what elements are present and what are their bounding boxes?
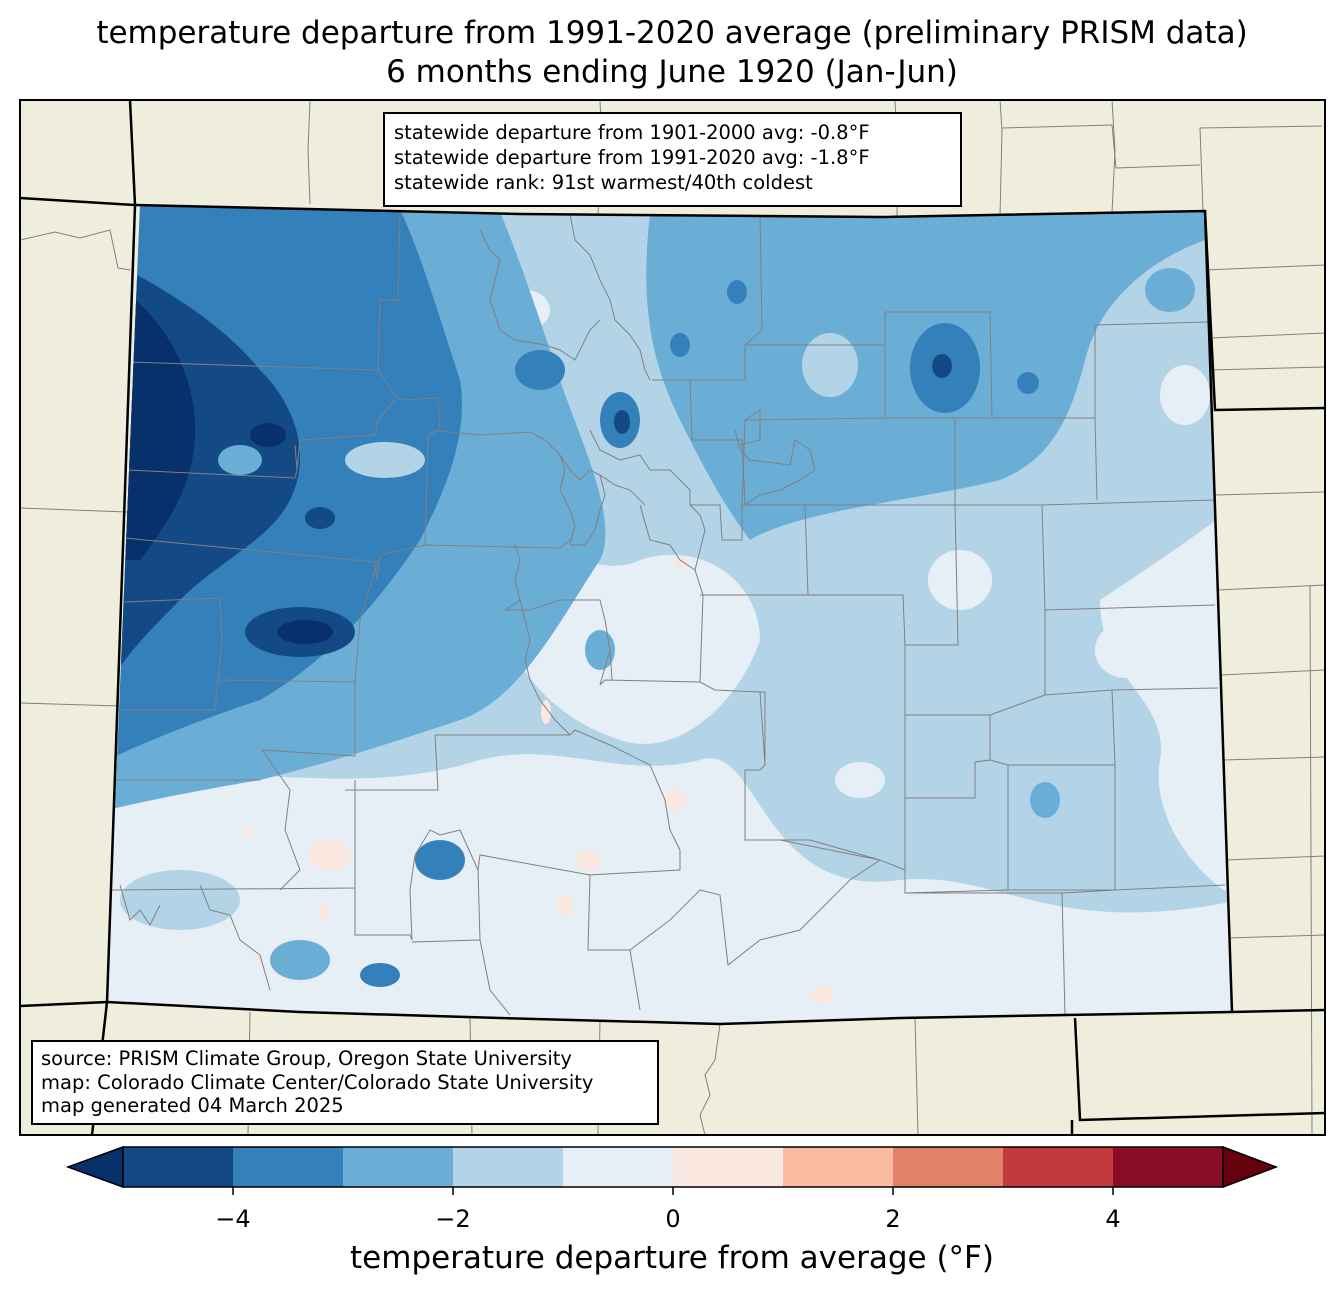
stats-line-rank: statewide rank: 91st warmest/40th coldes… xyxy=(394,171,813,194)
colorbar-tick-label: 4 xyxy=(1105,1205,1121,1233)
map-subtitle: 6 months ending June 1920 (Jan-Jun) xyxy=(386,54,958,90)
map-credit-line: map: Colorado Climate Center/Colorado St… xyxy=(41,1070,594,1094)
temperature-field xyxy=(107,206,1232,1024)
colorbar-bin xyxy=(1003,1147,1113,1187)
colorbar-tick-label: −4 xyxy=(215,1205,251,1233)
source-line: source: PRISM Climate Group, Oregon Stat… xyxy=(41,1047,572,1070)
colorbar xyxy=(65,1145,1279,1195)
colorbar-bin xyxy=(343,1147,453,1187)
colorbar-tick-label: 2 xyxy=(885,1205,901,1233)
colorbar-bin xyxy=(893,1147,1003,1187)
colorbar-extend-low xyxy=(65,1145,124,1189)
colorbar-tick-label: −2 xyxy=(435,1205,471,1233)
colorbar-bin xyxy=(233,1147,343,1187)
map-title: temperature departure from 1991-2020 ave… xyxy=(96,15,1248,51)
colorbar-bin xyxy=(563,1147,673,1187)
county-lines xyxy=(107,209,1226,1016)
generated-date-line: map generated 04 March 2025 xyxy=(41,1094,344,1117)
colorbar-bin xyxy=(783,1147,893,1187)
colorbar-bin xyxy=(453,1147,563,1187)
stats-line-1901-2000: statewide departure from 1901-2000 avg: … xyxy=(394,121,870,144)
colorbar-label: temperature departure from average (°F) xyxy=(350,1240,994,1276)
statewide-stats-box: statewide departure from 1901-2000 avg: … xyxy=(383,112,962,207)
colorbar-bin xyxy=(123,1147,233,1187)
colorbar-bin xyxy=(673,1147,783,1187)
source-box: source: PRISM Climate Group, Oregon Stat… xyxy=(31,1040,659,1125)
map-frame xyxy=(19,99,1326,1136)
colorbar-bin xyxy=(1113,1147,1223,1187)
colorbar-tick-label: 0 xyxy=(665,1205,681,1233)
colorbar-extend-high xyxy=(1222,1145,1279,1189)
stats-line-1991-2020: statewide departure from 1991-2020 avg: … xyxy=(394,146,870,169)
